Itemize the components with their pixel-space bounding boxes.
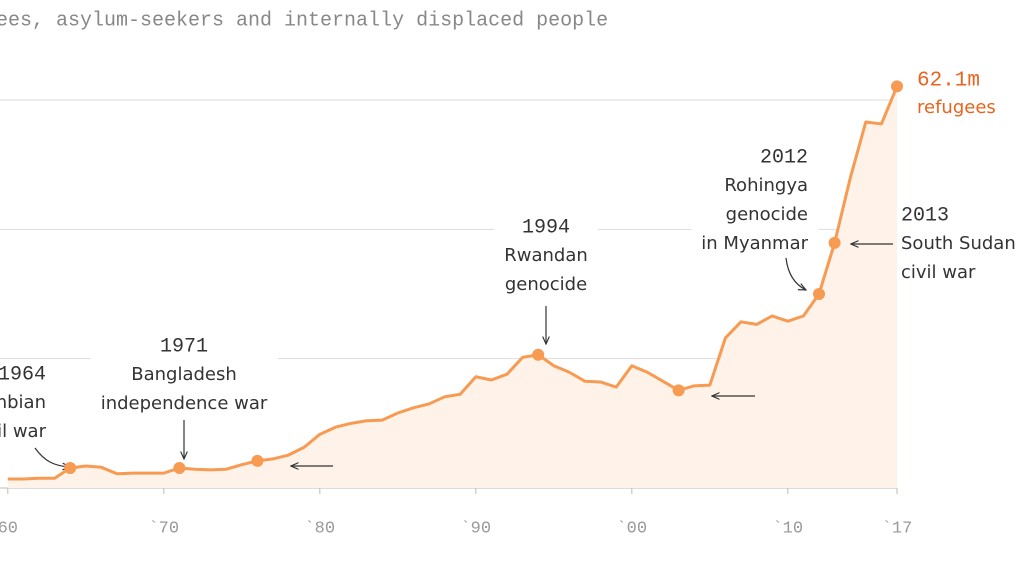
label-background — [90, 331, 278, 418]
event-dot — [532, 348, 545, 361]
annotation-text: civil war — [901, 262, 976, 283]
x-tick-label: `10 — [772, 519, 803, 538]
annotation-text: genocide — [726, 204, 808, 225]
line — [7, 85, 899, 481]
x-tick-label: `00 — [616, 519, 647, 538]
annotation-year: 2012 — [760, 146, 808, 169]
event-dot — [672, 384, 685, 397]
annotation-text: mbian — [0, 392, 46, 413]
arrow — [34, 447, 70, 467]
event-dot — [64, 461, 77, 474]
chart-title: ees, asylum-seekers and internally displ… — [0, 9, 608, 32]
legend-label: refugees — [917, 97, 996, 118]
annotation-text: Bangladesh — [131, 364, 237, 385]
annotation-year: 1964 — [0, 363, 46, 386]
x-tick-label: `17 — [882, 519, 913, 538]
annotation-text: genocide — [505, 274, 587, 295]
annotation-text: Rohingya — [724, 175, 808, 196]
event-dot — [813, 288, 825, 300]
label-background — [691, 142, 819, 258]
annotation-year: 2013 — [901, 204, 949, 227]
x-tick-label: `70 — [148, 519, 179, 538]
event-dot — [251, 454, 264, 467]
event-dot — [173, 461, 186, 474]
annotation-text: il war — [0, 421, 47, 442]
arrow — [785, 257, 806, 290]
label-background — [891, 200, 1024, 287]
end-label: 62.1m — [917, 70, 980, 93]
area — [7, 86, 898, 489]
annotation-year: 1971 — [160, 335, 208, 358]
annotation-text: independence war — [101, 393, 268, 414]
x-tick-label: 60 — [0, 519, 18, 538]
annotation-text: Rwandan — [504, 245, 588, 266]
x-tick-label: `90 — [460, 519, 491, 538]
annotation-text: in Myanmar — [701, 233, 808, 254]
annotation-year: 1994 — [522, 216, 570, 239]
x-tick-label: `80 — [304, 519, 335, 538]
label-background — [494, 212, 598, 299]
end-dot — [891, 80, 903, 93]
annotation-text: South Sudan — [901, 233, 1016, 254]
label-background — [0, 359, 57, 446]
event-dot — [828, 236, 841, 249]
